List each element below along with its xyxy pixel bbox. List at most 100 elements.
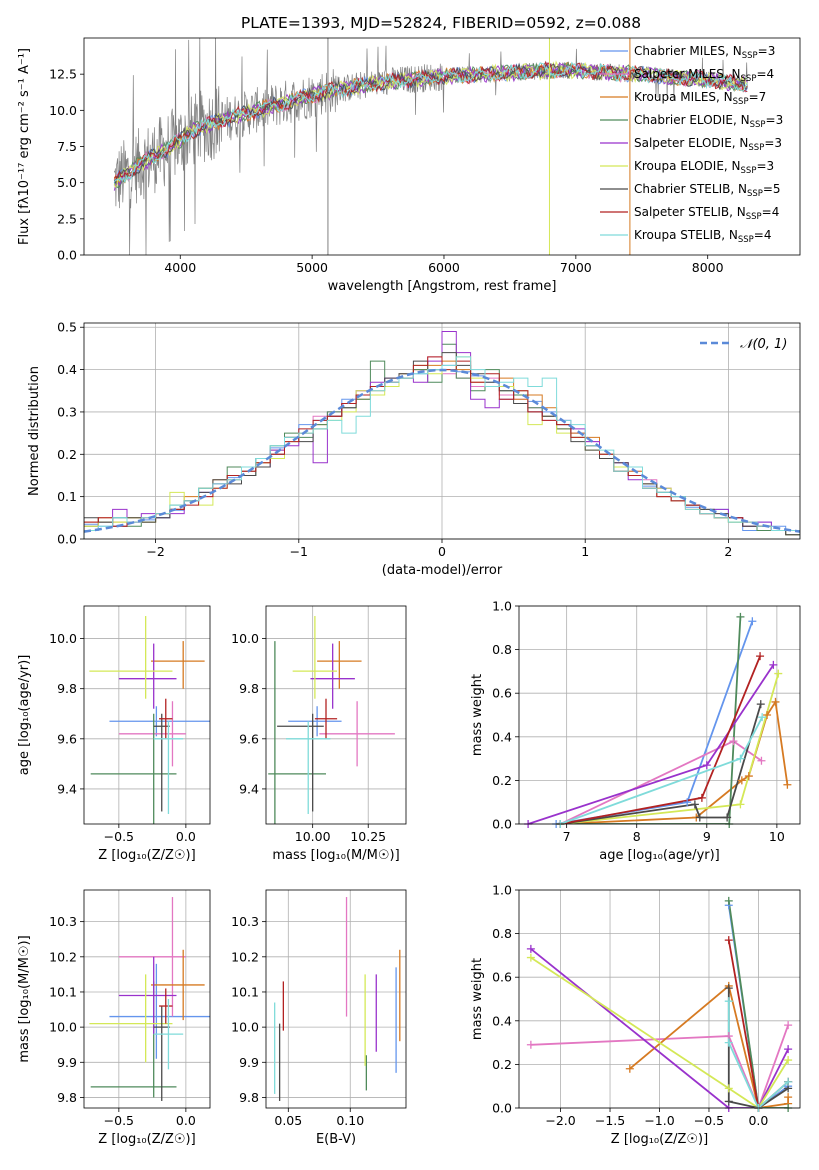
plot-area [268, 616, 395, 824]
y-axis-label: mass weight [470, 958, 485, 1040]
panel-age_vs_mass: 10.00 10.25 9.4 9.6 9.8 10.0 mass [log₁₀(M/M☉)… [231, 605, 407, 863]
x-tick-label: 2 [724, 544, 732, 559]
model-8 [114, 61, 748, 183]
legend-label-text: Kroupa MILES, N [634, 90, 733, 104]
plot-area [84, 331, 800, 539]
weight-marker-8 [736, 754, 745, 763]
y-tick-label: 10.0 [231, 1020, 259, 1035]
y-axis-label: Normed distribution [27, 366, 42, 496]
x-tick-label: 10.00 [295, 829, 331, 844]
x-axis-label: Z [log₁₀(Z/Z☉)] [611, 1132, 708, 1147]
y-tick-label: 9.8 [57, 1090, 77, 1105]
weight-marker-5 [724, 1084, 733, 1093]
legend-label-text: Chabrier MILES, N [634, 44, 742, 58]
panel-mass_vs_Z: −0.5 0.0 9.8 9.9 10.0 10.1 10.2 10.3 Z [log₁₀(Z/… [17, 889, 211, 1147]
legend-label-sub: SSP [748, 143, 764, 153]
y-tick-label: 0.6 [492, 970, 512, 985]
ticks: 4000 5000 6000 7000 8000 0.0 2.5 5.0 7.5 10.0 12.5 [49, 67, 723, 275]
y-tick-label: 12.5 [49, 67, 77, 82]
y-tick-label: 10.3 [231, 914, 259, 929]
x-tick-label: 1 [581, 544, 589, 559]
weight-marker-3 [736, 612, 745, 621]
weight-marker-8 [758, 713, 767, 722]
legend-label-suffix: =3 [764, 136, 782, 150]
axes-frame [83, 322, 801, 540]
y-tick-label: 0.2 [492, 1057, 512, 1072]
x-tick-label: −0.5 [694, 1113, 724, 1128]
weight-marker-2 [625, 1064, 634, 1073]
x-tick-label: −1.0 [644, 1113, 674, 1128]
y-tick-label: 0.8 [492, 642, 512, 657]
x-tick-label: −2.0 [545, 1113, 575, 1128]
y-tick-label: 10.0 [49, 1020, 77, 1035]
legend-label-text: Kroupa ELODIE, N [634, 159, 741, 173]
x-tick-label: 9 [703, 829, 711, 844]
ticks: −0.5 0.0 9.4 9.6 9.8 10.0 [49, 631, 196, 844]
x-tick-label: 0 [438, 544, 446, 559]
y-tick-label: 1.0 [492, 599, 512, 614]
x-tick-label: 8000 [692, 260, 724, 275]
weight-marker-1 [757, 756, 766, 765]
x-axis-label: wavelength [Angstrom, rest frame] [328, 279, 557, 294]
weight-marker-2 [737, 776, 746, 785]
y-tick-label: 0.0 [57, 248, 77, 263]
axes-frame [265, 889, 407, 1109]
x-tick-label: 4000 [164, 260, 196, 275]
y-tick-label: 1.0 [492, 883, 512, 898]
grid [266, 606, 406, 824]
y-tick-label: 0.2 [57, 447, 77, 462]
x-axis-label: Z [log₁₀(Z/Z☉)] [98, 1132, 195, 1147]
x-tick-label: 7 [563, 829, 571, 844]
grid [519, 889, 800, 1109]
y-tick-label: 10.1 [231, 984, 259, 999]
weight-marker-8 [784, 1077, 793, 1086]
ticks: −0.5 0.0 9.8 9.9 10.0 10.1 10.2 10.3 [49, 914, 196, 1128]
legend-label-suffix: =4 [762, 205, 780, 219]
y-tick-label: 0.6 [492, 686, 512, 701]
weight-marker-6 [724, 1097, 733, 1106]
y-tick-label: 0.8 [492, 926, 512, 941]
legend-label-1: Salpeter MILES, NSSP=4 [634, 67, 774, 84]
y-tick-label: 9.6 [239, 731, 259, 746]
weight-marker-7 [724, 936, 733, 945]
weight-marker-2 [783, 780, 792, 789]
plot-area [530, 900, 789, 1108]
legend-label-suffix: =3 [758, 44, 776, 58]
weight-marker-1 [526, 1040, 535, 1049]
y-tick-label: 10.0 [49, 631, 77, 646]
weight-marker-1 [784, 1021, 793, 1030]
weight-marker-6 [723, 813, 732, 822]
y-tick-label: 9.4 [239, 781, 259, 796]
weight-marker-4 [526, 944, 535, 953]
y-tick-label: 2.5 [57, 211, 77, 226]
y-tick-label: 9.9 [57, 1055, 77, 1070]
x-tick-label: 10.25 [350, 829, 386, 844]
x-tick-label: 5000 [296, 260, 328, 275]
weight-marker-1 [729, 737, 738, 746]
x-tick-label: 8 [633, 829, 641, 844]
axes-frame [83, 37, 801, 256]
legend-label-text: Salpeter STELIB, N [634, 205, 746, 219]
plot-area [113, 38, 748, 255]
y-tick-label: 10.1 [49, 984, 77, 999]
weight-line-1 [530, 1024, 789, 1108]
x-tick-label: −1.5 [595, 1113, 625, 1128]
weight-marker-0 [748, 617, 757, 626]
y-tick-label: 7.5 [57, 139, 77, 154]
gaussian-curve [84, 368, 800, 533]
legend-label-sub: SSP [738, 235, 754, 245]
y-tick-label: 9.6 [57, 731, 77, 746]
x-axis-label: E(B-V) [316, 1132, 356, 1147]
legend-label-gaussian: 𝒩(0, 1) [740, 337, 787, 352]
y-axis-label: mass weight [470, 674, 485, 756]
x-tick-label: 0.10 [336, 1113, 364, 1128]
weight-marker-5 [774, 669, 783, 678]
legend-label-3: Chabrier ELODIE, NSSP=3 [634, 113, 783, 130]
panel-mass_vs_ebv: 0.05 0.10 9.8 9.9 10.0 10.1 10.2 10.3 E(B-V) [231, 889, 407, 1147]
y-tick-label: 9.4 [57, 781, 77, 796]
weight-marker-3 [724, 896, 733, 905]
x-tick-label: 0.05 [274, 1113, 302, 1128]
plot-area [274, 897, 401, 1101]
model-7 [113, 60, 748, 180]
